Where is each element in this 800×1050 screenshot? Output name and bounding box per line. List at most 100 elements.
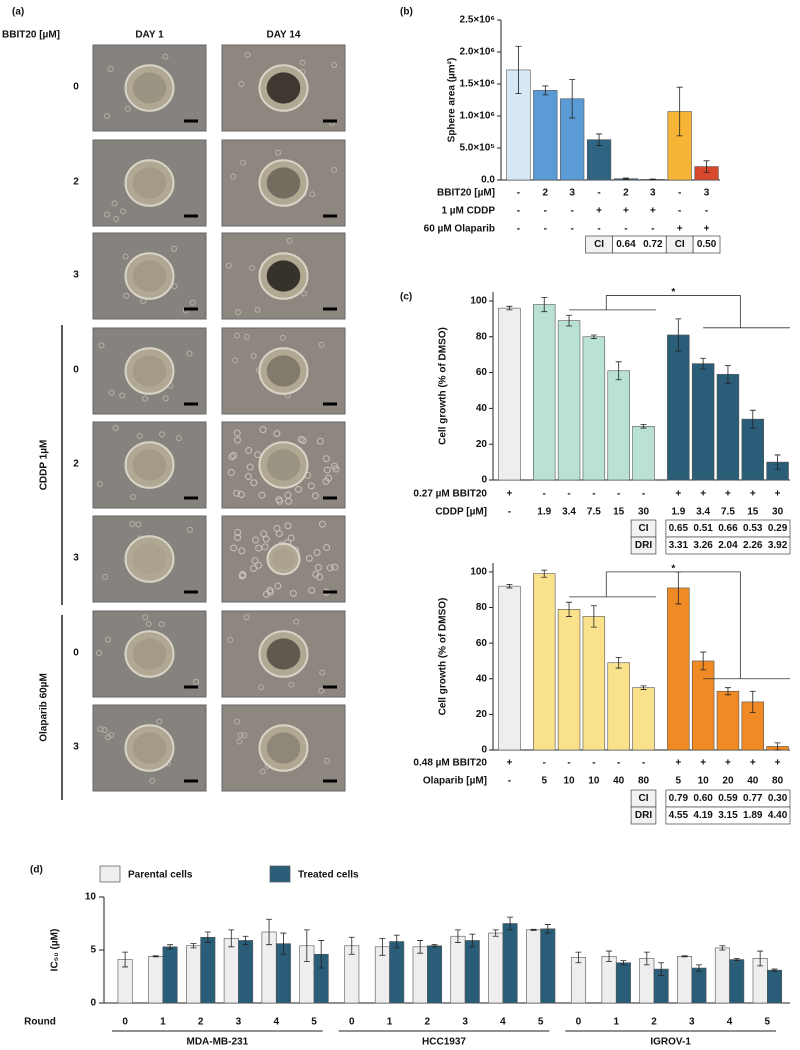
bar bbox=[677, 956, 693, 1004]
bar bbox=[557, 609, 581, 751]
annotation: * bbox=[671, 287, 675, 298]
cell bbox=[232, 357, 239, 364]
error-bar bbox=[757, 950, 764, 967]
row-cell: 7.5 bbox=[587, 507, 601, 518]
row-label: 0.48 µM BBIT20 bbox=[413, 758, 487, 769]
cell bbox=[318, 520, 326, 528]
row-cell: - bbox=[617, 489, 620, 500]
x-tick-label: 5 bbox=[765, 1017, 771, 1028]
cell bbox=[227, 636, 234, 643]
table-value: 4.19 bbox=[693, 810, 713, 821]
row-cell: + bbox=[725, 758, 731, 769]
bar bbox=[570, 957, 586, 1004]
table-label: CI bbox=[675, 239, 685, 250]
row-cell: + bbox=[700, 758, 706, 769]
cell bbox=[241, 732, 248, 739]
cell bbox=[316, 573, 324, 581]
error-bar bbox=[640, 685, 647, 690]
error-bar bbox=[590, 605, 597, 628]
cell bbox=[274, 582, 282, 590]
error-bar bbox=[703, 160, 710, 173]
cell bbox=[299, 59, 306, 66]
error-bar bbox=[774, 454, 781, 470]
error-bar bbox=[719, 945, 726, 951]
table-value: 0.66 bbox=[718, 523, 738, 534]
sphere bbox=[124, 64, 175, 112]
cell bbox=[318, 341, 325, 348]
error-bar bbox=[431, 944, 438, 948]
bar bbox=[533, 573, 556, 751]
group-label: HCC1937 bbox=[422, 1037, 466, 1048]
x-tick-label: 2 bbox=[425, 1017, 431, 1028]
row-label: 0 bbox=[73, 365, 79, 376]
bar bbox=[533, 304, 556, 481]
cell bbox=[237, 732, 244, 739]
cell bbox=[171, 245, 178, 252]
cell bbox=[260, 530, 268, 538]
cell bbox=[149, 777, 156, 784]
row-cell: + bbox=[725, 489, 731, 500]
row-cell: - bbox=[597, 224, 600, 235]
cell bbox=[233, 489, 241, 497]
sphere-core bbox=[266, 732, 301, 764]
y-axis-label: Cell growth (% of DMSO) bbox=[438, 598, 449, 716]
row-cell: 5 bbox=[676, 776, 682, 787]
row-cell: 10 bbox=[563, 776, 575, 787]
row-cell: 7.5 bbox=[721, 507, 735, 518]
cell bbox=[262, 535, 270, 543]
row-cell: - bbox=[642, 758, 645, 769]
cell bbox=[316, 437, 324, 445]
cell bbox=[243, 333, 250, 340]
cell bbox=[244, 473, 252, 481]
row-cell: + bbox=[704, 224, 710, 235]
row-cell: + bbox=[775, 758, 781, 769]
y-tick-label: 60 bbox=[476, 638, 488, 649]
cell bbox=[186, 526, 193, 533]
cell bbox=[331, 563, 339, 571]
cell bbox=[119, 392, 126, 399]
cell bbox=[234, 309, 241, 316]
table-value: 0.60 bbox=[693, 793, 713, 804]
table-value: 0.50 bbox=[697, 239, 717, 250]
x-tick-label: 1 bbox=[613, 1017, 619, 1028]
cell bbox=[318, 687, 325, 694]
cell bbox=[234, 528, 242, 536]
y-tick-label: 2.0×10⁶ bbox=[460, 47, 495, 58]
error-bar bbox=[167, 944, 174, 950]
row-cell: 40 bbox=[747, 776, 759, 787]
cell bbox=[240, 159, 247, 166]
y-tick-label: 2.5×10⁶ bbox=[460, 15, 495, 26]
sphere bbox=[124, 347, 175, 395]
row-cell: - bbox=[517, 188, 520, 199]
error-bar bbox=[649, 178, 656, 181]
cell bbox=[275, 530, 283, 538]
cell bbox=[293, 618, 300, 625]
annotation: * bbox=[671, 564, 675, 575]
row-label: 1 µM CDDP bbox=[441, 206, 495, 217]
error-bar bbox=[122, 951, 129, 968]
row-cell: 5 bbox=[541, 776, 547, 787]
cell bbox=[299, 436, 307, 444]
cell bbox=[254, 306, 261, 313]
bar bbox=[716, 690, 740, 751]
sphere-core bbox=[266, 355, 301, 387]
row-label: 2 bbox=[73, 459, 79, 470]
table-value: 0.51 bbox=[693, 523, 713, 534]
cell bbox=[307, 482, 315, 490]
y-tick-label: 10 bbox=[85, 892, 97, 903]
row-cell: - bbox=[517, 206, 520, 217]
cell bbox=[112, 425, 119, 432]
cell bbox=[233, 436, 241, 444]
row-cell: - bbox=[567, 489, 570, 500]
cell bbox=[289, 589, 297, 597]
sphere-core bbox=[266, 449, 301, 481]
table-value: 3.31 bbox=[669, 540, 689, 551]
sphere-core bbox=[132, 260, 167, 292]
cell bbox=[227, 468, 235, 476]
cell bbox=[285, 497, 293, 505]
bar bbox=[526, 929, 541, 1004]
group-label: CDDP 1µM bbox=[39, 440, 50, 491]
x-tick-label: 1 bbox=[160, 1017, 166, 1028]
cell bbox=[245, 446, 253, 454]
sphere-core bbox=[266, 167, 301, 199]
